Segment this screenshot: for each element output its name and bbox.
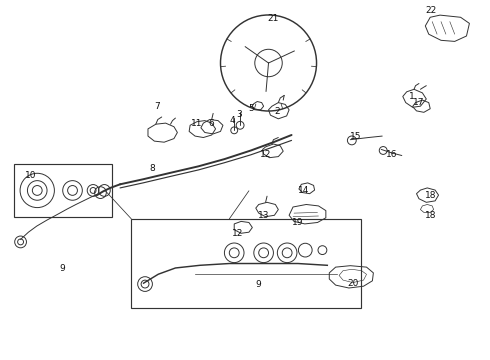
Text: 22: 22 — [426, 5, 437, 14]
Text: 12: 12 — [260, 150, 271, 158]
Text: 20: 20 — [347, 279, 359, 288]
Text: 1: 1 — [409, 92, 415, 101]
Text: 16: 16 — [386, 150, 398, 158]
Text: 6: 6 — [209, 119, 215, 128]
Bar — [131, 219, 361, 308]
Text: 15: 15 — [350, 132, 362, 140]
Text: 7: 7 — [154, 102, 160, 111]
Text: 5: 5 — [248, 104, 254, 113]
Text: 21: 21 — [268, 14, 279, 23]
Text: 9: 9 — [256, 280, 262, 289]
Text: 3: 3 — [236, 110, 242, 119]
Text: 2: 2 — [274, 107, 280, 116]
Text: 13: 13 — [258, 211, 270, 220]
Text: 9: 9 — [60, 264, 66, 273]
Bar — [14, 164, 112, 217]
Text: 18: 18 — [424, 211, 436, 220]
Text: 11: 11 — [191, 119, 203, 128]
Text: 12: 12 — [232, 229, 244, 238]
Text: 14: 14 — [298, 186, 310, 194]
Text: 18: 18 — [424, 191, 436, 199]
Text: 19: 19 — [292, 218, 304, 227]
Text: 17: 17 — [413, 98, 424, 107]
Text: 4: 4 — [229, 116, 235, 125]
Text: 8: 8 — [149, 164, 155, 173]
Text: 10: 10 — [24, 171, 36, 180]
